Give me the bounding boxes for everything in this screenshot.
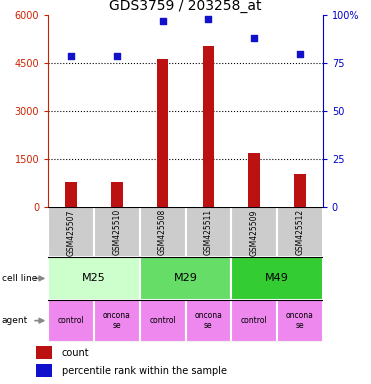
Point: [297, 51, 303, 57]
Bar: [277, 207, 323, 257]
Bar: [231, 207, 277, 257]
Text: GSM425510: GSM425510: [112, 209, 121, 255]
Point: [206, 16, 211, 22]
Bar: [203, 46, 214, 207]
Text: count: count: [62, 348, 89, 358]
Bar: [48, 300, 94, 342]
Text: GSM425509: GSM425509: [250, 209, 259, 255]
Bar: [249, 153, 260, 207]
Text: GSM425512: GSM425512: [295, 209, 304, 255]
Bar: [231, 300, 277, 342]
Bar: [94, 300, 140, 342]
Bar: [186, 207, 231, 257]
Bar: [140, 207, 186, 257]
Text: oncona
se: oncona se: [286, 311, 314, 330]
Text: oncona
se: oncona se: [194, 311, 222, 330]
Point: [68, 53, 74, 59]
Bar: [140, 257, 231, 300]
Text: cell line: cell line: [2, 274, 37, 283]
Bar: [36, 346, 52, 359]
Text: GSM425507: GSM425507: [67, 209, 76, 255]
Bar: [48, 207, 94, 257]
Bar: [277, 300, 323, 342]
Text: GSM425511: GSM425511: [204, 209, 213, 255]
Bar: [294, 174, 306, 207]
Text: oncona
se: oncona se: [103, 311, 131, 330]
Text: control: control: [241, 316, 267, 325]
Bar: [111, 182, 122, 207]
Title: GDS3759 / 203258_at: GDS3759 / 203258_at: [109, 0, 262, 13]
Bar: [186, 300, 231, 342]
Text: control: control: [58, 316, 85, 325]
Bar: [231, 257, 323, 300]
Text: control: control: [149, 316, 176, 325]
Bar: [48, 257, 140, 300]
Point: [114, 53, 120, 59]
Text: M29: M29: [174, 273, 197, 283]
Bar: [157, 59, 168, 207]
Text: percentile rank within the sample: percentile rank within the sample: [62, 366, 227, 376]
Bar: [94, 207, 140, 257]
Bar: [65, 182, 77, 207]
Text: M49: M49: [265, 273, 289, 283]
Bar: [140, 300, 186, 342]
Text: agent: agent: [2, 316, 28, 325]
Point: [251, 35, 257, 41]
Bar: [36, 364, 52, 377]
Point: [160, 18, 165, 24]
Text: M25: M25: [82, 273, 106, 283]
Text: GSM425508: GSM425508: [158, 209, 167, 255]
